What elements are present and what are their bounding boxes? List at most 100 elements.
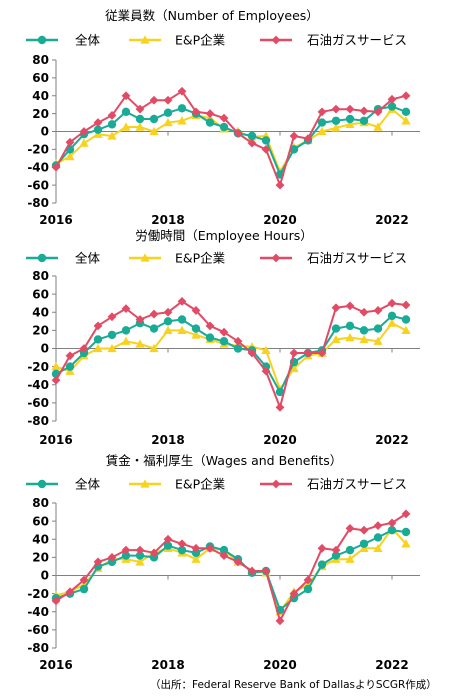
data-point-all [219, 545, 229, 555]
data-point-all [401, 527, 411, 537]
data-point-all [149, 553, 159, 562]
data-point-oil [359, 307, 369, 317]
data-point-oil [303, 134, 313, 144]
data-point-oil [275, 403, 285, 412]
data-point-oil [233, 336, 243, 346]
data-point-all [359, 539, 369, 548]
x-tick-label: 2020 [263, 433, 296, 447]
data-point-ep [331, 123, 341, 132]
data-point-oil [93, 557, 103, 567]
data-point-oil [331, 303, 341, 313]
series-line-all [55, 529, 407, 611]
data-point-oil [177, 539, 187, 549]
data-point-all [191, 548, 201, 558]
y-tick-label: 60 [32, 514, 49, 528]
chart-title: 労働時間（Employee Hours） [135, 228, 313, 243]
x-tick-label: 2016 [39, 213, 72, 227]
series-line-ep [55, 527, 407, 613]
data-point-all [373, 324, 383, 333]
data-point-all [107, 557, 117, 567]
y-tick-label: -40 [27, 378, 49, 392]
data-point-oil [191, 543, 201, 553]
source-note: （出所：Federal Reserve Bank of DallasよりSCGR… [150, 678, 437, 691]
data-point-all [121, 326, 131, 335]
data-point-ep [261, 345, 271, 354]
chart-panel-3: 賃金・福利厚生（Wages and Benefits） 全体 E&P企業 石油ガスサー… [26, 453, 420, 672]
data-point-oil [261, 566, 271, 576]
data-point-all [359, 116, 369, 125]
data-point-oil [317, 348, 327, 358]
x-tick-label: 2022 [375, 213, 408, 227]
data-point-oil [387, 518, 397, 528]
data-point-oil [247, 348, 257, 358]
x-tick-label: 2020 [263, 658, 296, 672]
legend-marker [140, 253, 150, 262]
data-point-oil [191, 107, 201, 117]
x-tick-label: 2016 [39, 658, 72, 672]
data-point-ep [107, 343, 117, 353]
data-point-all [289, 145, 299, 154]
data-point-all [177, 104, 187, 113]
data-point-all [261, 136, 271, 145]
data-point-all [93, 335, 103, 344]
data-point-ep [345, 554, 355, 563]
data-point-oil [331, 545, 341, 555]
data-point-all [401, 107, 411, 117]
data-point-all [177, 545, 187, 555]
data-point-all [163, 317, 173, 326]
data-point-oil [387, 298, 397, 308]
data-point-ep [107, 131, 117, 140]
legend-marker [271, 253, 281, 263]
data-point-oil [65, 587, 75, 597]
data-point-ep [345, 119, 355, 129]
data-point-all [401, 315, 411, 324]
data-point-all [135, 551, 145, 560]
data-point-all [107, 120, 117, 129]
data-point-ep [331, 334, 341, 344]
data-point-oil [177, 86, 187, 96]
data-point-all [163, 541, 173, 550]
data-point-oil [345, 523, 355, 533]
data-point-oil [121, 91, 131, 101]
x-tick-label: 2018 [151, 658, 184, 672]
data-point-ep [149, 126, 159, 136]
data-point-oil [261, 366, 271, 376]
y-tick-label: 0 [41, 569, 49, 583]
data-point-oil [163, 307, 173, 317]
y-tick-label: -60 [27, 396, 49, 410]
data-point-oil [387, 94, 397, 104]
data-point-all [331, 116, 341, 125]
chart-panel-1: 従業員数（Number of Employees） 全体 E&P企業 石油ガスサービス… [26, 8, 420, 227]
data-point-all [163, 108, 173, 117]
y-tick-label: 40 [32, 532, 49, 546]
legend-label: 石油ガスサービス [307, 251, 407, 266]
data-point-ep [163, 117, 173, 127]
legend-marker [140, 479, 150, 488]
y-tick-label: 0 [41, 342, 49, 356]
legend-label: 全体 [75, 477, 101, 492]
y-tick-label: -60 [27, 623, 49, 637]
data-point-all [331, 551, 341, 560]
x-tick-label: 2018 [151, 433, 184, 447]
data-point-all [359, 326, 369, 335]
data-point-oil [373, 306, 383, 315]
data-point-oil [303, 575, 313, 585]
data-point-all [331, 324, 341, 333]
data-point-ep [191, 554, 201, 563]
data-point-all [65, 362, 75, 371]
data-point-all [191, 324, 201, 333]
legend-label: 全体 [75, 251, 101, 266]
y-tick-label: 80 [32, 269, 49, 283]
data-point-oil [401, 300, 411, 310]
data-point-oil [261, 144, 271, 154]
data-point-oil [401, 509, 411, 519]
data-point-all [387, 311, 397, 321]
data-point-oil [149, 309, 159, 319]
data-point-all [317, 560, 327, 569]
data-point-ep [373, 122, 383, 131]
y-tick-label: -60 [27, 178, 49, 192]
data-point-ep [359, 334, 369, 344]
data-point-oil [289, 348, 299, 358]
legend-marker [37, 479, 47, 489]
data-point-all [205, 118, 215, 127]
